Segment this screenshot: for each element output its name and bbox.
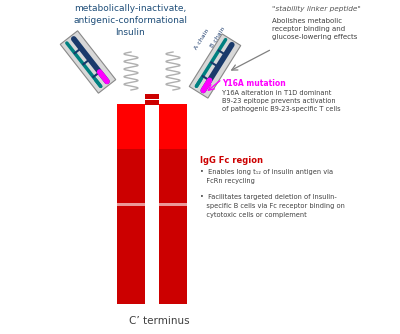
Text: Y16A mutation: Y16A mutation [222, 79, 286, 88]
Text: Abolishes metabolic
receptor binding and
glucose-lowering effects: Abolishes metabolic receptor binding and… [272, 18, 357, 40]
Polygon shape [189, 34, 241, 98]
Text: Y16A alteration in T1D dominant
B9-23 epitope prevents activation
of pathogenic : Y16A alteration in T1D dominant B9-23 ep… [222, 90, 341, 112]
Polygon shape [60, 31, 116, 93]
Text: metabolically-inactivate,
antigenic-conformational
Insulin: metabolically-inactivate, antigenic-conf… [73, 4, 187, 37]
Bar [159, 104, 187, 304]
Bar [159, 202, 187, 205]
Text: IgG Fc region: IgG Fc region [200, 156, 263, 165]
Text: A chain: A chain [194, 28, 210, 51]
Text: "stability linker peptide": "stability linker peptide" [272, 6, 361, 12]
Bar [145, 100, 159, 105]
Bar [145, 104, 159, 304]
Text: •  Facilitates targeted deletion of Insulin-
   specific B cells via Fc receptor: • Facilitates targeted deletion of Insul… [200, 194, 345, 217]
Text: B chain: B chain [210, 26, 226, 49]
Bar [145, 94, 159, 99]
Bar [159, 104, 187, 149]
Text: C’ terminus: C’ terminus [129, 316, 189, 326]
Text: •  Enables long t₁₂ of insulin antigen via
   FcRn recycling: • Enables long t₁₂ of insulin antigen vi… [200, 169, 333, 184]
Bar [117, 202, 145, 205]
Bar [117, 104, 145, 149]
Bar [117, 104, 145, 304]
